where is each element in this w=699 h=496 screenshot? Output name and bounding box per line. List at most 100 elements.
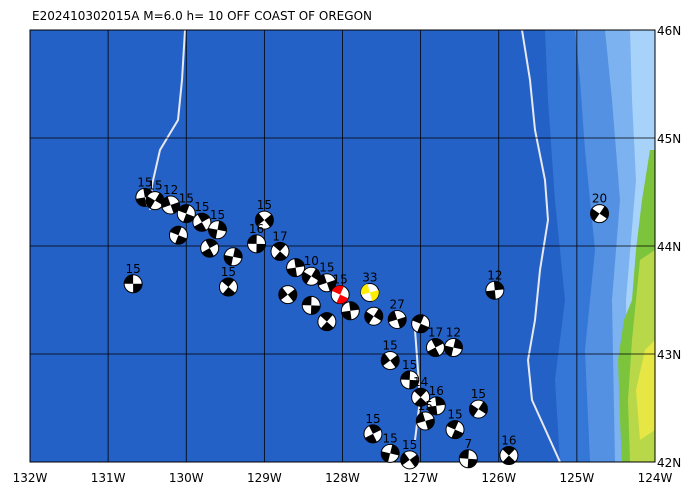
beachball-quadrant (264, 214, 274, 228)
depth-label: 12 (163, 183, 178, 197)
land-peak (636, 340, 655, 440)
beachball-quadrant (197, 213, 210, 223)
lon-label: 124W (638, 471, 673, 485)
beachball-quadrant (311, 268, 321, 281)
beachball-quadrant (274, 251, 287, 261)
depth-label: 15 (365, 412, 380, 426)
beachball-quadrant (233, 247, 243, 259)
beachball (208, 220, 227, 240)
lon-label: 127W (403, 471, 438, 485)
depth-label: 12 (487, 268, 502, 282)
beachball-quadrant (224, 254, 234, 266)
depth-label: 15 (210, 208, 225, 222)
beachball (192, 212, 212, 232)
lat-label: 44N (657, 240, 681, 254)
depth-label: 16 (429, 384, 444, 398)
beachball-quadrant (124, 274, 134, 284)
beachball-quadrant (425, 418, 435, 430)
lat-label: 46N (657, 24, 681, 38)
beachball-quadrant (414, 397, 428, 407)
beachball (411, 314, 431, 334)
beachball-quadrant (256, 243, 266, 253)
depth-label: 15 (383, 431, 398, 445)
beachball (218, 277, 238, 297)
beachball-quadrant (373, 308, 383, 322)
beachball-quadrant (388, 310, 398, 323)
beachball-quadrant (273, 242, 286, 252)
depth-label: 16 (501, 434, 516, 448)
beachball-quadrant (205, 239, 218, 249)
beachball-quadrant (247, 234, 257, 244)
beachball-quadrant (341, 310, 352, 320)
depth-label: 17 (428, 326, 443, 340)
beachball-quadrant (369, 290, 379, 302)
beachball-quadrant (287, 289, 297, 302)
beachball (317, 312, 337, 332)
beachball-quadrant (222, 287, 236, 297)
beachball (425, 338, 445, 358)
beachball-quadrant (360, 283, 370, 295)
beachball (380, 443, 400, 463)
beachball-quadrant (302, 271, 312, 284)
beachball-quadrant (183, 213, 195, 223)
boundary-line (149, 29, 186, 211)
beachball (286, 258, 306, 278)
beachball-quadrant (400, 370, 411, 380)
beachball (270, 241, 290, 261)
beachball-quadrant (467, 458, 478, 468)
beachball-quadrant (400, 452, 410, 466)
beachball-quadrant (161, 196, 171, 208)
depth-label: 12 (446, 326, 461, 340)
depth-label: 15 (333, 273, 348, 287)
beachball-quadrant (320, 321, 334, 331)
beachball (415, 411, 435, 431)
depth-label: 15 (383, 338, 398, 352)
beachball-quadrant (599, 206, 609, 219)
depth-label: 14 (413, 375, 428, 389)
beachball-quadrant (317, 274, 327, 286)
depth-label: 15 (257, 198, 272, 212)
beachball (443, 338, 463, 358)
beachball-quadrant (478, 401, 488, 415)
beachball-quadrant (278, 287, 288, 301)
beachball (317, 273, 337, 293)
beachball-quadrant (397, 316, 407, 329)
beachball-quadrant (217, 220, 227, 232)
beachball-quadrant (368, 424, 382, 434)
beachball-quadrant (409, 379, 419, 389)
beachball-quadrant (435, 396, 446, 406)
beachball (400, 370, 420, 390)
beachball (340, 301, 360, 321)
beachball-quadrant (336, 294, 349, 304)
beachball-quadrant (331, 285, 344, 295)
beachball-quadrant (427, 347, 440, 357)
beachball-quadrant (451, 429, 464, 439)
depth-label: 27 (390, 297, 405, 311)
depth-label: 10 (304, 254, 319, 268)
depth-label: 15 (402, 358, 417, 372)
title: E202410302015A M=6.0 h= 10 OFF COAST OF … (32, 9, 372, 23)
beachball-quadrant (590, 208, 600, 222)
beachball-quadrant (133, 283, 143, 293)
beachball-quadrant (255, 213, 265, 226)
beachball-quadrant (194, 222, 207, 232)
beachball (499, 446, 519, 466)
beachball-quadrant (208, 228, 218, 239)
beachball-quadrant (381, 353, 391, 366)
beachball (590, 204, 610, 224)
depth-label: 15 (137, 175, 152, 189)
beachball-quadrant (485, 290, 496, 300)
beachball (426, 396, 446, 416)
beachball-quadrant (431, 338, 444, 348)
beachball-quadrant (349, 301, 360, 311)
beachball (411, 387, 431, 407)
beachball (254, 210, 274, 230)
beachball-quadrant (502, 455, 516, 465)
beachball-quadrant (364, 433, 377, 443)
lat-label: 43N (657, 348, 681, 362)
beachball (445, 420, 465, 440)
beachball-quadrant (221, 278, 235, 288)
beachball (380, 350, 400, 370)
beachball (176, 204, 196, 224)
